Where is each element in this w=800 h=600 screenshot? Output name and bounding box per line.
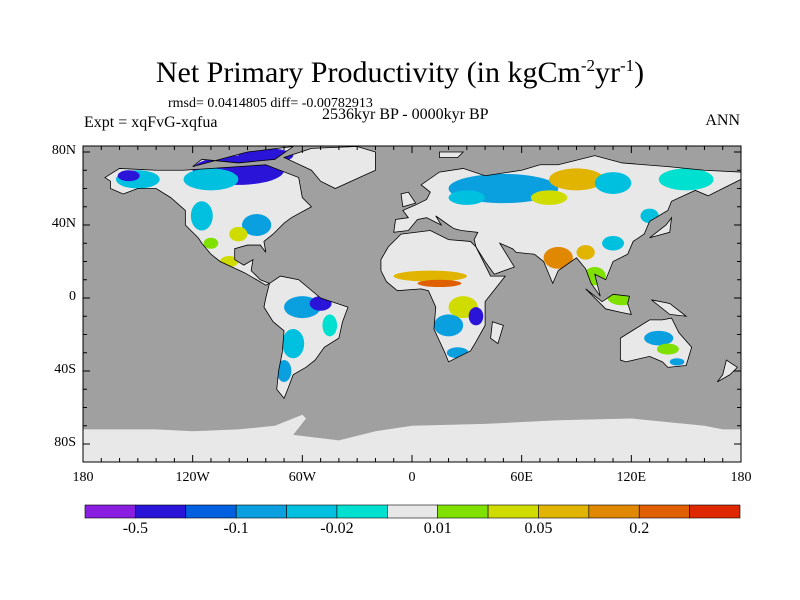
land-greenland <box>284 146 376 189</box>
lat-tick-label: 0 <box>69 289 76 304</box>
rmsd-diff-stats: rmsd= 0.0414805 diff= -0.00782913 <box>168 96 373 111</box>
colorbar-box <box>437 504 489 519</box>
lon-tick-label: 120W <box>175 470 210 485</box>
land-africa <box>380 230 506 362</box>
lat-tick-label: 80N <box>51 143 76 158</box>
npp-anomaly-region <box>229 226 248 242</box>
npp-anomaly-region <box>203 237 219 249</box>
npp-anomaly-region <box>433 314 464 337</box>
land-uk <box>401 192 416 207</box>
npp-anomaly-region <box>282 329 305 359</box>
colorbar-label: 0.2 <box>629 520 650 537</box>
colorbar-label: -0.02 <box>320 520 354 537</box>
npp-anomaly-region <box>530 190 568 205</box>
experiment-label: Expt = xqFvG-xqfua <box>84 114 218 131</box>
coastline-south-america <box>263 275 349 400</box>
npp-anomaly-region <box>594 172 632 194</box>
land-madagascar <box>490 321 504 344</box>
npp-anomaly-region <box>183 168 239 191</box>
lon-tick-label: 60E <box>510 470 533 485</box>
colorbar-label: 0.01 <box>423 520 452 537</box>
npp-anomaly-region <box>322 314 338 337</box>
lat-tick-label: 40N <box>51 216 76 231</box>
lat-tick-label: 40S <box>54 362 76 377</box>
npp-anomaly-region <box>644 330 674 346</box>
npp-anomaly-region <box>117 170 140 182</box>
colorbar-box <box>135 504 187 519</box>
lon-tick-label: 120E <box>616 470 647 485</box>
coastline-indonesia <box>585 288 632 315</box>
coastline-africa <box>380 230 507 363</box>
coastline-canadian-arctic <box>192 146 294 167</box>
lon-tick-label: 180 <box>730 470 752 485</box>
npp-anomaly-region <box>669 358 685 366</box>
colorbar-box <box>689 504 741 519</box>
coastline-australia <box>619 317 693 368</box>
colorbar-label: -0.1 <box>223 520 249 537</box>
colorbar-box <box>336 504 388 519</box>
npp-anomaly-region <box>190 201 213 231</box>
npp-anomaly-region <box>656 343 679 355</box>
npp-anomaly-region <box>393 270 467 282</box>
npp-anomaly-region <box>276 360 292 382</box>
colorbar-box <box>538 504 590 519</box>
npp-anomaly-region <box>242 214 272 236</box>
colorbar-box <box>84 504 136 519</box>
coastline-eurasia <box>393 155 741 297</box>
colorbar-box <box>185 504 237 519</box>
colorbar-box <box>588 504 640 519</box>
lon-tick-label: 60W <box>288 470 316 485</box>
land-japan <box>649 217 672 238</box>
npp-anomaly-region <box>417 279 462 288</box>
colorbar-box <box>638 504 690 519</box>
colorbar-box <box>487 504 539 519</box>
colorbar-box <box>235 504 287 519</box>
coastline-japan <box>649 216 673 239</box>
season-label: ANN <box>705 112 740 129</box>
coastline-madagascar <box>490 321 504 345</box>
colorbar-box <box>286 504 338 519</box>
land-new-guinea <box>651 299 687 317</box>
lon-tick-label: 0 <box>408 470 416 485</box>
land-new-zealand <box>717 360 738 382</box>
coastline-new-zealand <box>716 359 738 383</box>
npp-anomaly-region <box>658 168 714 191</box>
npp-anomaly-region <box>602 235 625 251</box>
coastline-north-america <box>104 164 313 286</box>
npp-anomaly-region <box>448 190 486 205</box>
lon-tick-label: 180 <box>72 470 94 485</box>
plot-title: Net Primary Productivity (in kgCm-2yr-1) <box>155 56 645 89</box>
colorbar-box <box>387 504 438 519</box>
npp-anomaly-region <box>576 245 595 260</box>
coastline-greenland <box>282 146 376 189</box>
npp-anomaly-region <box>543 246 573 269</box>
lat-tick-label: 80S <box>54 435 76 450</box>
time-period: 2536kyr BP - 0000kyr BP <box>322 106 489 123</box>
npp-anomaly-region <box>468 307 484 326</box>
npp-anomaly-region <box>549 168 604 191</box>
land-svalbard-zemlya <box>439 152 464 158</box>
coastline-new-guinea <box>651 299 688 317</box>
colorbar-label: 0.05 <box>524 520 553 537</box>
coastline-uk <box>400 191 417 208</box>
coastline-svalbard-zemlya <box>439 151 465 158</box>
colorbar-label: -0.5 <box>122 520 149 537</box>
land-antarctica <box>83 414 741 462</box>
